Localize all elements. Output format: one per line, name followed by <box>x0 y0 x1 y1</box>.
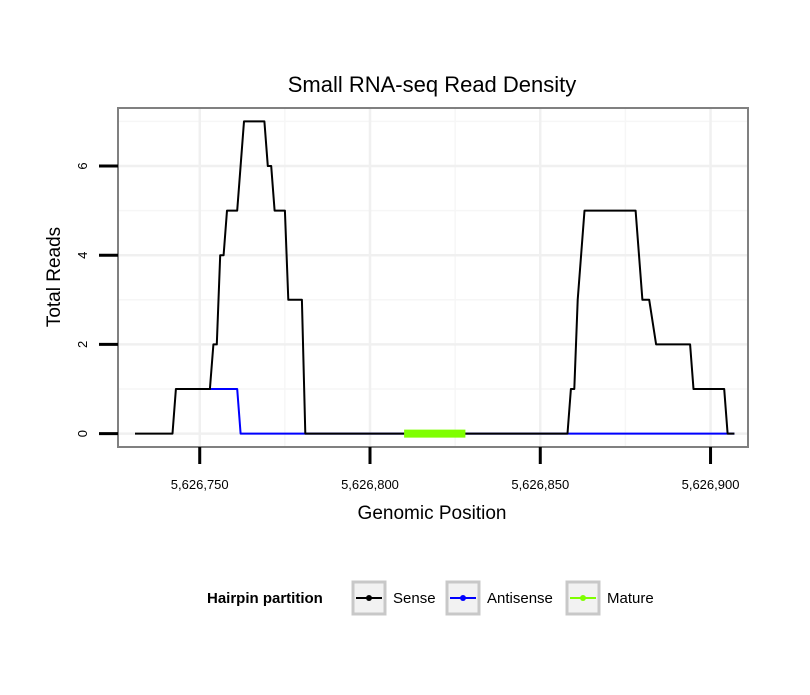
series-layer <box>135 120 735 438</box>
axis-layer: 5,626,750 5,626,800 5,626,850 5,626,900 0 2 4 6 <box>75 162 739 492</box>
legend-label-sense: Sense <box>393 590 436 607</box>
legend-dot-mature <box>580 595 586 601</box>
legend-dot-sense <box>366 595 372 601</box>
plot-background <box>118 108 748 447</box>
legend-item-mature: Mature <box>565 580 654 616</box>
legend-item-sense: Sense <box>351 580 436 616</box>
legend-item-antisense: Antisense <box>445 580 553 616</box>
chart-title: Small RNA-seq Read Density <box>288 72 577 97</box>
x-tick-label: 5,626,800 <box>341 477 399 492</box>
plot-border <box>117 107 749 448</box>
y-tick-label: 4 <box>75 252 90 259</box>
y-axis-title: Total Reads <box>44 227 65 327</box>
legend: Hairpin partition Sense Antisense Mature <box>207 580 654 616</box>
x-axis-title: Genomic Position <box>358 503 507 524</box>
y-tick-label: 0 <box>75 430 90 437</box>
grid-layer <box>118 108 748 447</box>
y-tick-label: 2 <box>75 341 90 348</box>
series-line-sense <box>135 120 735 435</box>
x-tick-label: 5,626,850 <box>511 477 569 492</box>
x-tick-label: 5,626,900 <box>682 477 740 492</box>
y-tick-label: 6 <box>75 162 90 169</box>
legend-label-antisense: Antisense <box>487 590 553 607</box>
x-tick-label: 5,626,750 <box>171 477 229 492</box>
legend-label-mature: Mature <box>607 590 654 607</box>
legend-dot-antisense <box>460 595 466 601</box>
legend-title: Hairpin partition <box>207 590 323 607</box>
